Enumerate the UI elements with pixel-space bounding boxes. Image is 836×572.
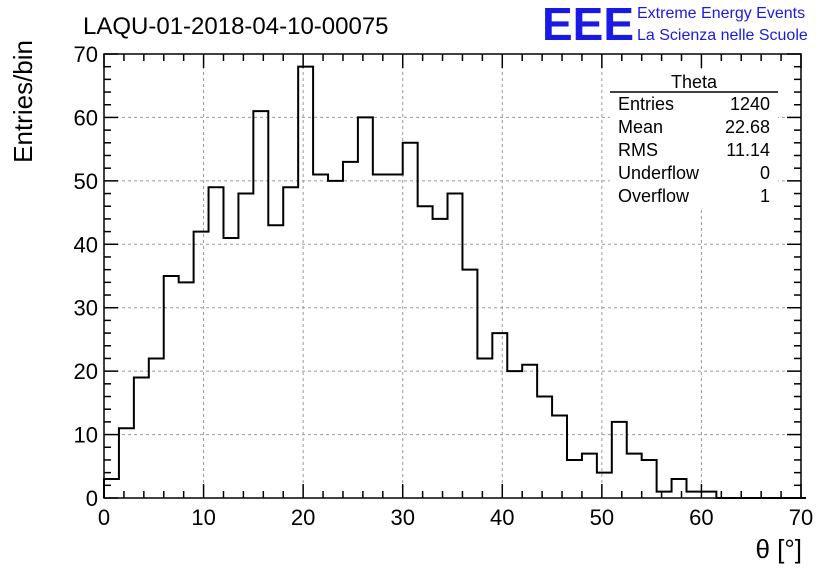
logo-line-2: La Scienza nelle Scuole (637, 27, 808, 44)
stats-mean-value: 22.68 (725, 117, 770, 137)
chart-title: LAQU-01-2018-04-10-00075 (83, 13, 389, 40)
grid-lines (104, 54, 801, 498)
y-tick-label: 40 (74, 232, 98, 257)
y-tick-label: 70 (74, 42, 98, 67)
histogram-outline (103, 65, 806, 499)
x-tick-label: 20 (291, 505, 315, 530)
y-tick-label: 30 (74, 296, 98, 321)
x-tick-label: 70 (789, 505, 813, 530)
x-tick-label: 0 (98, 505, 110, 530)
x-tick-label: 50 (590, 505, 614, 530)
y-tick-label: 0 (86, 486, 98, 511)
x-tick-label: 40 (490, 505, 514, 530)
x-tick-labels: 0 10 20 30 40 50 60 70 (98, 505, 813, 530)
stats-title: Theta (671, 72, 718, 92)
stats-overflow-value: 1 (760, 186, 770, 206)
y-axis-label: Entries/bin (8, 40, 38, 163)
stats-underflow-value: 0 (760, 163, 770, 183)
stats-box: Theta Entries 1240 Mean 22.68 RMS 11.14 … (610, 72, 778, 207)
stats-entries-value: 1240 (730, 94, 770, 114)
x-tick-label: 30 (390, 505, 414, 530)
y-tick-label: 10 (74, 423, 98, 448)
stats-underflow-label: Underflow (618, 163, 700, 183)
x-axis-label: θ [°] (755, 534, 802, 564)
stats-overflow-label: Overflow (618, 186, 690, 206)
y-tick-label: 60 (74, 105, 98, 130)
logo-line-1: Extreme Energy Events (637, 5, 805, 22)
y-tick-label: 50 (74, 169, 98, 194)
stats-mean-label: Mean (618, 117, 663, 137)
x-tick-label: 10 (191, 505, 215, 530)
y-tick-labels: 0 10 20 30 40 50 60 70 (74, 42, 98, 511)
stats-rms-value: 11.14 (726, 140, 770, 160)
x-tick-label: 60 (689, 505, 713, 530)
logo-mark: EEE (542, 0, 634, 50)
stats-rms-label: RMS (618, 140, 658, 160)
y-tick-label: 20 (74, 359, 98, 384)
axis-ticks (103, 53, 802, 499)
plot-frame (103, 53, 802, 499)
eee-logo: EEE Extreme Energy Events La Scienza nel… (542, 0, 808, 50)
stats-entries-label: Entries (618, 94, 674, 114)
stats-box-background (610, 72, 778, 207)
